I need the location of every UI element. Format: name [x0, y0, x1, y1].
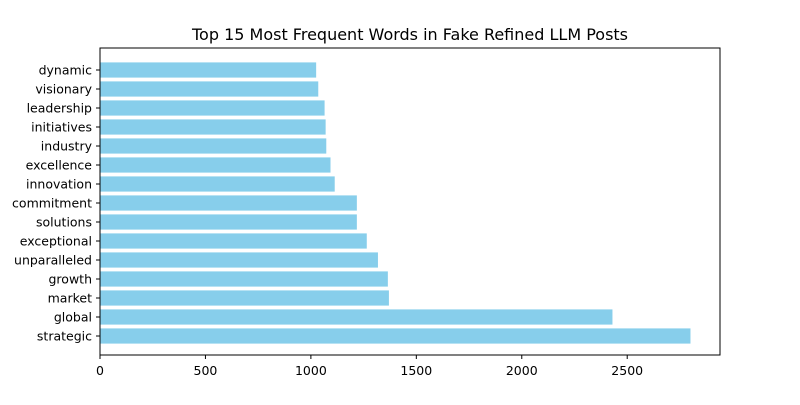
- x-tick-label-500: 500: [194, 363, 218, 378]
- bar-market: [100, 290, 389, 306]
- y-tick-label-industry: industry: [41, 139, 93, 154]
- bar-leadership: [100, 100, 325, 116]
- y-tick-label-innovation: innovation: [26, 177, 92, 192]
- y-tick-label-market: market: [48, 291, 92, 306]
- bars-layer: [100, 62, 691, 344]
- y-tick-label-solutions: solutions: [36, 215, 92, 230]
- bar-global: [100, 309, 613, 325]
- y-tick-label-global: global: [54, 310, 92, 325]
- y-tick-label-visionary: visionary: [35, 82, 92, 97]
- y-tick-label-commitment: commitment: [12, 196, 92, 211]
- bar-strategic: [100, 328, 691, 344]
- y-tick-label-leadership: leadership: [27, 101, 92, 116]
- x-tick-label-1500: 1500: [400, 363, 432, 378]
- x-tick-label-2500: 2500: [611, 363, 643, 378]
- y-tick-label-growth: growth: [49, 272, 93, 287]
- bar-visionary: [100, 81, 319, 97]
- bar-solutions: [100, 214, 357, 230]
- y-tick-label-unparalleled: unparalleled: [14, 253, 92, 268]
- bar-unparalleled: [100, 252, 378, 268]
- y-tick-label-dynamic: dynamic: [39, 63, 93, 78]
- bar-industry: [100, 138, 327, 154]
- bar-initiatives: [100, 119, 326, 135]
- y-tick-label-exceptional: exceptional: [20, 234, 92, 249]
- plot-frame: [99, 47, 721, 356]
- bar-dynamic: [100, 62, 317, 78]
- axes-layer: strategic global market growth unparalleled e…: [12, 63, 643, 379]
- y-tick-label-strategic: strategic: [37, 329, 92, 344]
- x-tick-label-2000: 2000: [506, 363, 538, 378]
- bar-excellence: [100, 157, 331, 173]
- x-tick-label-0: 0: [96, 363, 104, 378]
- y-tick-label-excellence: excellence: [26, 158, 93, 173]
- bar-exceptional: [100, 233, 367, 249]
- bar-commitment: [100, 195, 357, 211]
- bar-growth: [100, 271, 388, 287]
- bar-innovation: [100, 176, 335, 192]
- x-tick-label-1000: 1000: [295, 363, 327, 378]
- chart-title: Top 15 Most Frequent Words in Fake Refin…: [191, 25, 628, 44]
- y-tick-label-initiatives: initiatives: [31, 120, 92, 135]
